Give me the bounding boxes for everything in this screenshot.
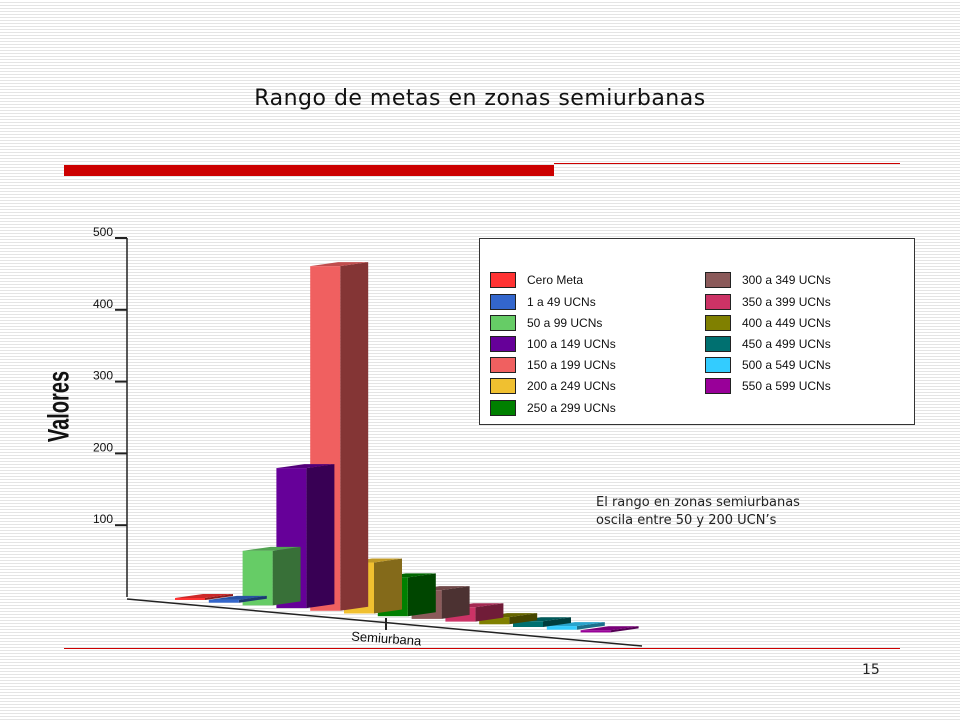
bar-side [205,594,233,600]
legend-label: 450 a 499 UCNs [742,337,831,351]
chart-legend: Cero Meta 1 a 49 UCNs 50 a 99 UCNs 100 a 14… [479,238,915,425]
legend-item: 350 a 399 UCNs [705,294,831,310]
bar-top [546,622,605,627]
legend-swatch [490,357,516,373]
bar-front [175,598,205,600]
legend-item: 150 a 199 UCNs [490,357,616,373]
legend-swatch [705,357,731,373]
bar-front [513,621,543,627]
legend-label: 250 a 299 UCNs [527,401,616,415]
legend-item: 400 a 449 UCNs [705,315,831,331]
annotation-line-1: El rango en zonas semiurbanas [596,495,800,510]
legend-label: 350 a 399 UCNs [742,295,831,309]
bar-top [242,546,301,551]
bar-side [374,558,402,614]
y-tick-label: 100 [93,512,113,526]
legend-swatch [490,400,516,416]
bar-front [479,617,510,625]
bar-side [340,262,369,611]
bar-top [175,594,233,598]
legend-label: 50 a 99 UCNs [527,316,603,330]
legend-swatch [490,294,516,310]
bar-2 [208,595,267,603]
legend-item: 300 a 349 UCNs [705,272,831,288]
legend-swatch [705,272,731,288]
legend-item: 550 a 599 UCNs [705,378,831,394]
legend-swatch [490,378,516,394]
slide-title: Rango de metas en zonas semiurbanas [254,86,706,111]
legend-label: Cero Meta [527,273,584,287]
legend-item: 500 a 549 UCNs [705,357,831,373]
legend-label: 300 a 349 UCNs [742,273,831,287]
bar-top [580,626,639,631]
legend-swatch [705,336,731,352]
bar-side [543,617,571,627]
legend-item: 250 a 299 UCNs [490,400,616,416]
legend-swatch [490,272,516,288]
bar-top [276,464,335,469]
legend-swatch [490,315,516,331]
bar-side [306,464,335,609]
legend-swatch [490,336,516,352]
legend-item: 50 a 99 UCNs [490,315,602,331]
annotation-line-2: oscila entre 50 y 200 UCN’s [596,513,777,528]
bar-front [546,626,577,630]
footer-rule [64,648,900,649]
y-tick-label: 200 [93,440,113,454]
bar-side [272,546,301,606]
legend-label: 550 a 599 UCNs [742,379,831,393]
chart-annotation: El rango en zonas semiurbanas oscila ent… [596,494,886,530]
legend-item: 450 a 499 UCNs [705,336,831,352]
x-axis-label: Semiurbana [351,629,423,649]
bar-side [509,613,538,625]
legend-label: 1 a 49 UCNs [527,295,596,309]
legend-item: 200 a 249 UCNs [490,378,616,394]
bar-side [407,573,436,617]
legend-label: 400 a 449 UCNs [742,316,831,330]
legend-swatch [705,294,731,310]
bar-side [238,595,267,603]
bar-side [576,622,605,630]
bar-13 [580,626,639,633]
legend-item: 1 a 49 UCNs [490,294,596,310]
y-tick-label: 300 [93,369,113,383]
bar-front [208,599,239,603]
bar-4 [276,464,335,609]
bar-1 [175,594,233,600]
legend-item: 100 a 149 UCNs [490,336,616,352]
legend-label: 100 a 149 UCNs [527,337,616,351]
title-underline-thick [64,165,554,176]
legend-swatch [705,315,731,331]
bar-top [208,595,267,600]
bar-side [610,626,639,633]
bar-front [580,630,611,633]
y-tick-label: 500 [93,225,113,239]
bar-side [475,603,504,622]
page-number: 15 [862,662,880,678]
legend-swatch [705,378,731,394]
title-underline-thin [554,163,900,164]
legend-label: 200 a 249 UCNs [527,379,616,393]
y-axis-label: Valores [42,370,76,443]
legend-label: 150 a 199 UCNs [527,358,616,372]
bar-side [441,586,470,619]
legend-item: Cero Meta [490,272,583,288]
x-axis-line [126,598,643,647]
bar-12 [546,622,605,630]
legend-label: 500 a 549 UCNs [742,358,831,372]
y-tick-label: 400 [93,297,113,311]
bar-top [310,262,369,267]
